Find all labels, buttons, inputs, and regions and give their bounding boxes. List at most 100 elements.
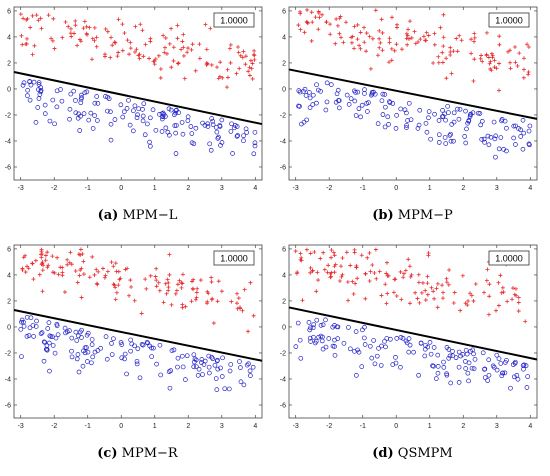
- data-point-circle: [386, 122, 391, 127]
- data-point-circle: [238, 365, 243, 370]
- data-point-circle: [348, 96, 354, 101]
- data-point-plus: [225, 67, 230, 72]
- data-point-circle: [436, 118, 442, 123]
- x-tick-label: 1: [428, 423, 432, 430]
- data-point-plus: [436, 60, 441, 65]
- data-point-plus: [328, 32, 333, 37]
- data-point-plus: [179, 285, 184, 290]
- data-point-circle: [76, 369, 82, 375]
- data-point-circle: [81, 348, 86, 354]
- data-point-plus: [128, 46, 133, 51]
- data-point-plus: [440, 50, 445, 55]
- data-point-plus: [393, 277, 398, 282]
- data-point-circle: [77, 128, 83, 133]
- data-point-circle: [502, 370, 508, 376]
- data-point-circle: [323, 344, 329, 350]
- data-point-plus: [82, 19, 87, 24]
- data-point-plus: [516, 295, 521, 300]
- data-point-plus: [81, 259, 86, 264]
- data-point-circle: [67, 106, 73, 112]
- data-point-plus: [472, 57, 477, 62]
- data-point-circle: [299, 121, 304, 127]
- data-point-plus: [110, 43, 115, 48]
- data-point-plus: [198, 278, 203, 283]
- data-point-circle: [142, 132, 148, 138]
- data-point-plus: [489, 51, 494, 56]
- data-point-plus: [505, 299, 510, 304]
- data-point-circle: [55, 332, 61, 338]
- data-point-plus: [164, 51, 169, 56]
- data-point-circle: [244, 130, 250, 135]
- data-point-circle: [163, 125, 169, 131]
- y-tick-label: -2: [280, 112, 286, 119]
- data-point-plus: [387, 60, 392, 65]
- data-point-circle: [139, 342, 145, 347]
- data-point-plus: [377, 28, 382, 33]
- data-point-circle: [109, 352, 115, 357]
- data-point-circle: [469, 365, 475, 371]
- data-point-circle: [310, 92, 316, 98]
- data-point-plus: [406, 257, 411, 262]
- data-point-circle: [423, 120, 429, 126]
- x-tick-label: 4: [253, 185, 257, 192]
- data-point-plus: [173, 291, 178, 296]
- data-point-plus: [521, 56, 526, 61]
- data-point-plus: [409, 272, 414, 277]
- data-point-plus: [329, 255, 334, 260]
- data-point-plus: [398, 269, 403, 274]
- data-point-circle: [447, 133, 453, 138]
- data-point-circle: [516, 126, 521, 131]
- data-point-circle: [463, 366, 469, 371]
- data-point-plus: [298, 27, 303, 32]
- data-point-circle: [215, 366, 221, 372]
- data-point-circle: [80, 363, 86, 369]
- data-point-circle: [134, 358, 140, 364]
- data-point-circle: [303, 93, 309, 98]
- data-point-plus: [181, 53, 186, 58]
- data-point-circle: [42, 340, 48, 345]
- y-tick-label: 4: [282, 272, 286, 279]
- panel-d: -3 -2 -1 0 1 2 3 4 -6 -4 -2 0 2 4 6 1.0000 (d) QSMPM: [275, 238, 550, 476]
- data-point-circle: [361, 335, 367, 341]
- data-point-circle: [222, 386, 228, 392]
- data-point-plus: [513, 60, 518, 65]
- data-point-circle: [207, 141, 213, 147]
- data-point-plus: [440, 296, 445, 301]
- data-point-plus: [185, 50, 190, 55]
- data-point-circle: [219, 117, 225, 123]
- data-point-circle: [124, 106, 130, 111]
- data-point-circle: [402, 107, 408, 113]
- data-point-circle: [527, 142, 532, 148]
- data-point-plus: [490, 53, 495, 58]
- data-point-plus: [20, 42, 25, 47]
- data-point-plus: [466, 298, 471, 303]
- data-point-plus: [60, 35, 65, 40]
- data-point-circle: [252, 129, 258, 135]
- accuracy-box-frame: [488, 12, 530, 28]
- caption-c: (c) MPM−R: [0, 446, 275, 461]
- data-point-plus: [92, 38, 97, 43]
- data-point-circle: [79, 95, 85, 100]
- data-point-circle: [213, 124, 219, 130]
- data-point-plus: [224, 85, 229, 90]
- data-point-plus: [193, 297, 198, 302]
- data-point-circle: [46, 340, 52, 346]
- data-point-plus: [209, 279, 214, 284]
- data-point-plus: [51, 16, 56, 21]
- data-point-plus: [247, 73, 252, 78]
- data-point-circle: [518, 134, 524, 139]
- x-tick-label: -3: [293, 423, 299, 430]
- data-point-circle: [217, 123, 223, 128]
- data-point-plus: [94, 44, 99, 49]
- data-point-circle: [382, 124, 388, 130]
- data-point-plus: [332, 253, 337, 258]
- x-tick-label: -2: [51, 423, 57, 430]
- data-point-circle: [390, 362, 396, 367]
- data-point-plus: [113, 285, 118, 290]
- data-point-circle: [488, 134, 494, 140]
- data-point-circle: [326, 336, 332, 341]
- data-point-circle: [230, 151, 235, 156]
- data-point-plus: [325, 270, 330, 275]
- data-point-circle: [75, 333, 81, 339]
- data-point-plus: [499, 290, 504, 295]
